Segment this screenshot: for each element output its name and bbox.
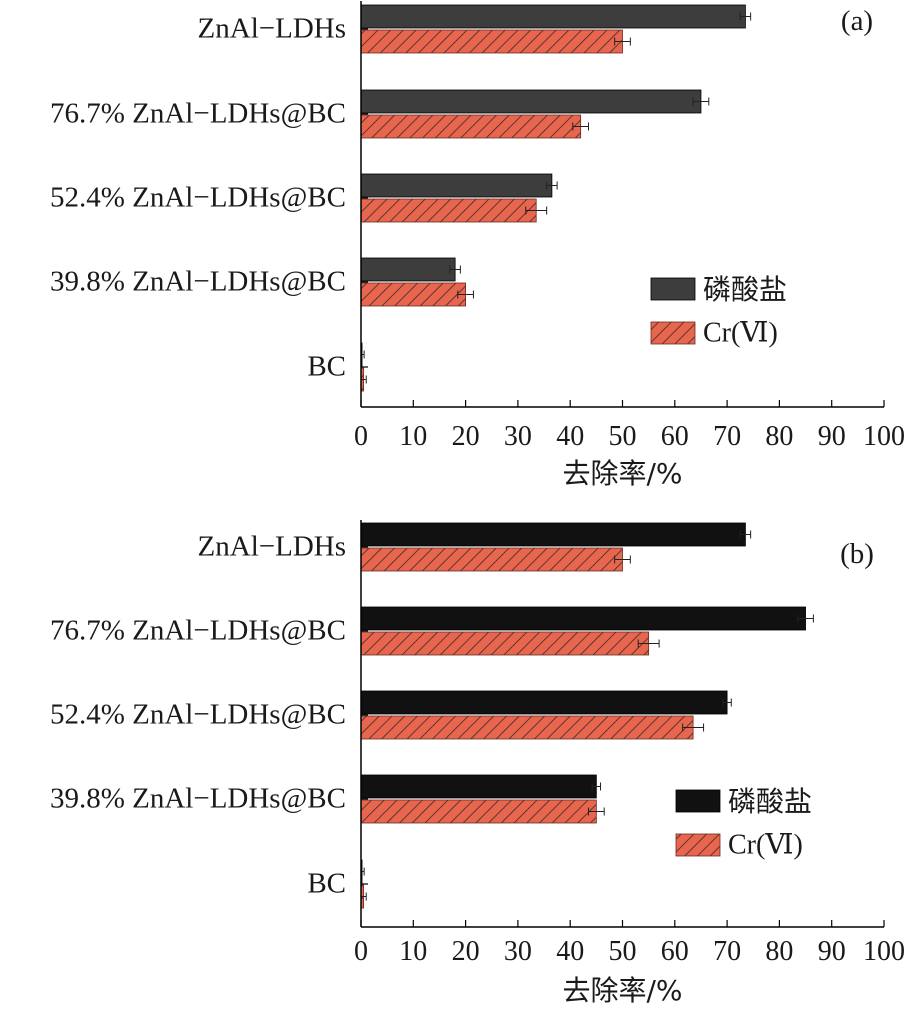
bar-phosphate-1 (360, 89, 702, 114)
x-tick-label: 20 (452, 936, 480, 967)
legend-swatch (650, 321, 696, 345)
bar-cr-1 (360, 114, 582, 139)
bar-cr-2 (360, 198, 537, 223)
x-tick-label: 40 (556, 936, 584, 967)
chart-panel-2: 0 10 20 30 40 50 60 70 80 90 100 ZnAl−LDHs 76.7% ZnA… (50, 520, 905, 1007)
panel-label: (a) (841, 5, 873, 37)
x-tick-label: 60 (661, 421, 689, 452)
x-axis-label: 去除率/% (562, 457, 682, 490)
category-label: 52.4% ZnAl−LDHs@BC (50, 182, 346, 214)
x-tick-label: 10 (399, 421, 427, 452)
category-label: BC (307, 351, 346, 383)
bar-phosphate-0 (360, 4, 746, 29)
x-tick-label: 100 (863, 421, 905, 452)
x-tick-label: 0 (354, 936, 368, 967)
category-label: BC (307, 868, 346, 900)
legend-swatch (675, 789, 721, 813)
x-tick-label: 80 (765, 421, 793, 452)
category-label: 39.8% ZnAl−LDHs@BC (50, 783, 346, 815)
x-tick-label: 100 (863, 936, 905, 967)
legend-label: 磷酸盐 (728, 785, 812, 818)
x-tick-label: 70 (713, 936, 741, 967)
x-tick-label: 80 (765, 936, 793, 967)
bar-phosphate-0 (360, 522, 746, 547)
x-axis-label: 去除率/% (562, 974, 682, 1007)
legend-swatch (675, 833, 721, 857)
bar-phosphate-3 (360, 257, 456, 282)
bar-cr-0 (360, 547, 623, 572)
legend-label: 磷酸盐 (703, 273, 787, 306)
category-label: 39.8% ZnAl−LDHs@BC (50, 266, 346, 298)
panel-label: (b) (840, 538, 874, 570)
legend-swatch (650, 277, 696, 301)
category-label: ZnAl−LDHs (198, 13, 346, 45)
legend-label: Cr(Ⅵ) (728, 829, 803, 860)
bar-cr-1 (360, 631, 650, 656)
bar-phosphate-2 (360, 173, 553, 198)
chart-panel-1: 0 10 20 30 40 50 60 70 80 90 100 ZnAl−LDHs 76.7% ZnA… (50, 1, 905, 490)
x-tick-label: 20 (452, 421, 480, 452)
bar-phosphate-3 (360, 774, 597, 799)
x-tick-label: 50 (609, 421, 637, 452)
x-tick-label: 60 (661, 936, 689, 967)
x-tick-label: 0 (354, 421, 368, 452)
bar-phosphate-2 (360, 690, 728, 715)
legend-label: Cr(Ⅵ) (703, 317, 778, 348)
bar-cr-2 (360, 715, 694, 740)
category-label: ZnAl−LDHs (198, 531, 346, 563)
bar-phosphate-1 (360, 606, 806, 631)
bar-cr-3 (360, 799, 597, 824)
x-tick-label: 90 (818, 421, 846, 452)
category-label: 52.4% ZnAl−LDHs@BC (50, 699, 346, 731)
bar-cr-3 (360, 282, 466, 307)
x-tick-label: 70 (713, 421, 741, 452)
x-tick-label: 40 (556, 421, 584, 452)
category-label: 76.7% ZnAl−LDHs@BC (50, 615, 346, 647)
x-tick-label: 50 (609, 936, 637, 967)
category-label: 76.7% ZnAl−LDHs@BC (50, 98, 346, 130)
x-tick-label: 30 (504, 936, 532, 967)
bar-cr-0 (360, 29, 623, 54)
x-tick-label: 10 (399, 936, 427, 967)
x-tick-label: 90 (818, 936, 846, 967)
x-tick-label: 30 (504, 421, 532, 452)
